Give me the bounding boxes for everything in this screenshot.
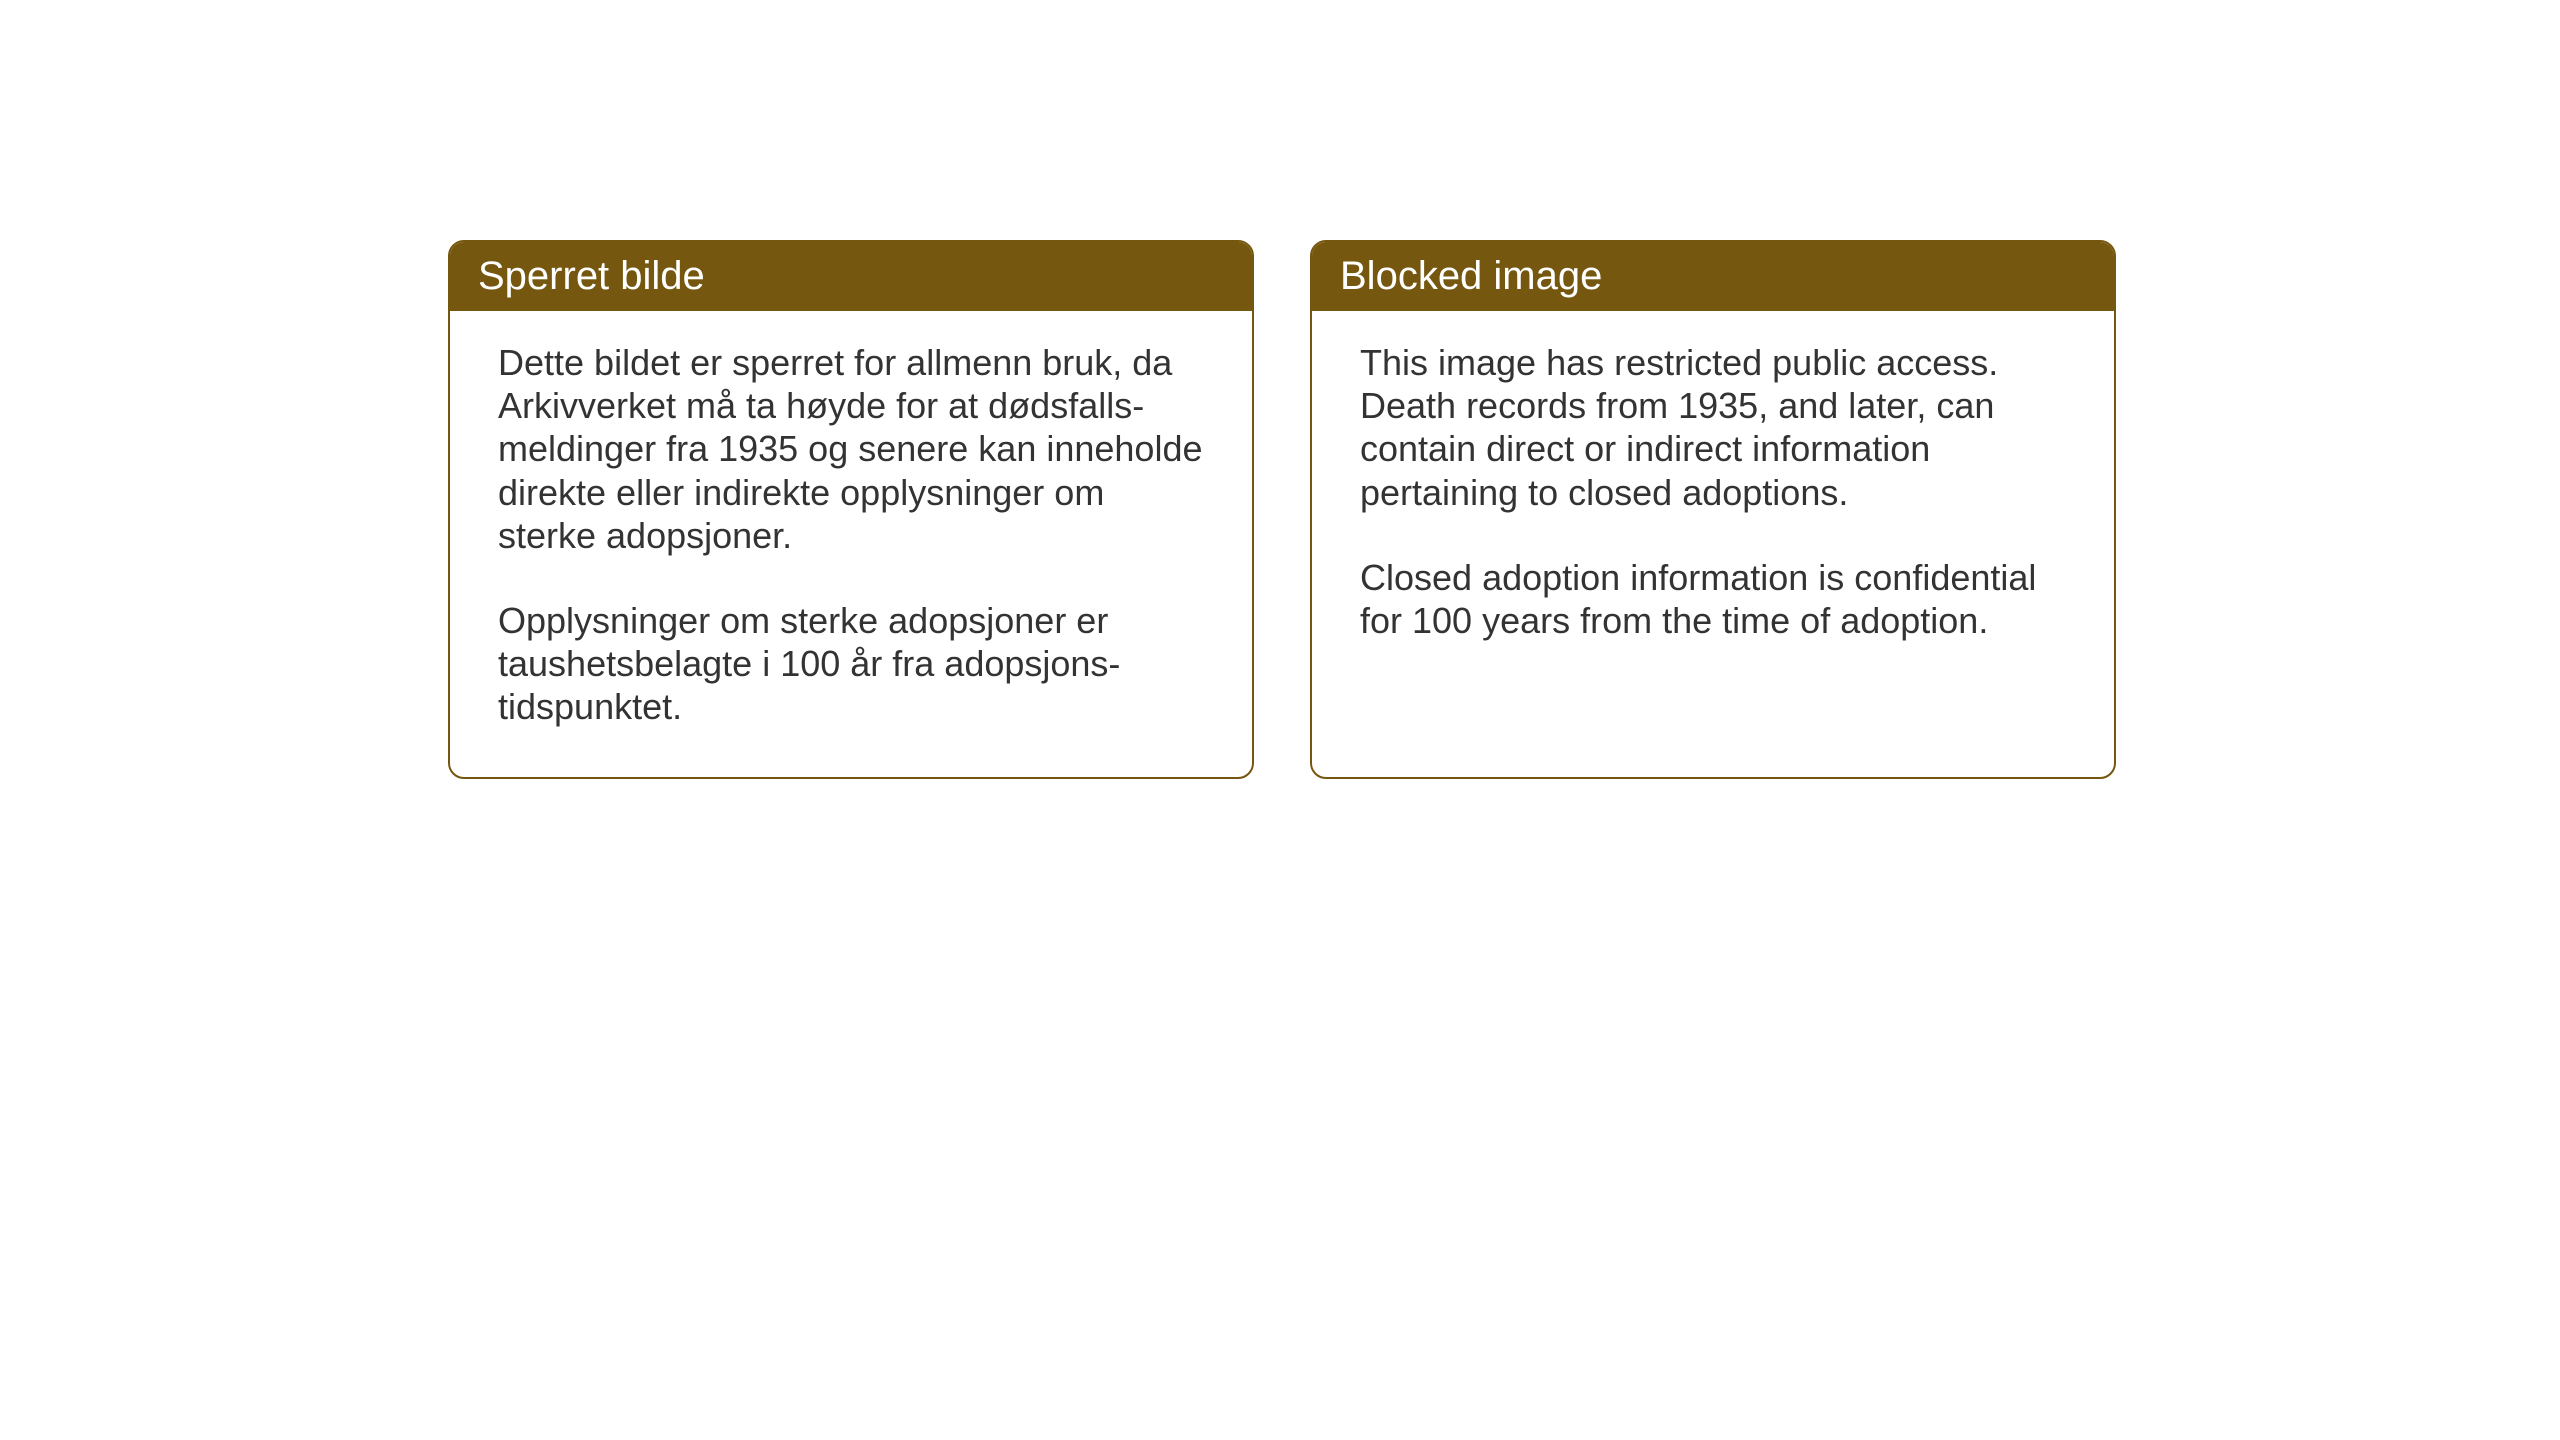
english-paragraph-1: This image has restricted public access.… [1360,341,2066,514]
english-notice-box: Blocked image This image has restricted … [1310,240,2116,779]
notice-container: Sperret bilde Dette bildet er sperret fo… [448,240,2116,779]
english-notice-body: This image has restricted public access.… [1312,311,2114,751]
english-paragraph-2: Closed adoption information is confident… [1360,556,2066,642]
english-notice-title: Blocked image [1312,242,2114,311]
norwegian-notice-box: Sperret bilde Dette bildet er sperret fo… [448,240,1254,779]
norwegian-paragraph-1: Dette bildet er sperret for allmenn bruk… [498,341,1204,557]
norwegian-paragraph-2: Opplysninger om sterke adopsjoner er tau… [498,599,1204,729]
norwegian-notice-title: Sperret bilde [450,242,1252,311]
norwegian-notice-body: Dette bildet er sperret for allmenn bruk… [450,311,1252,777]
